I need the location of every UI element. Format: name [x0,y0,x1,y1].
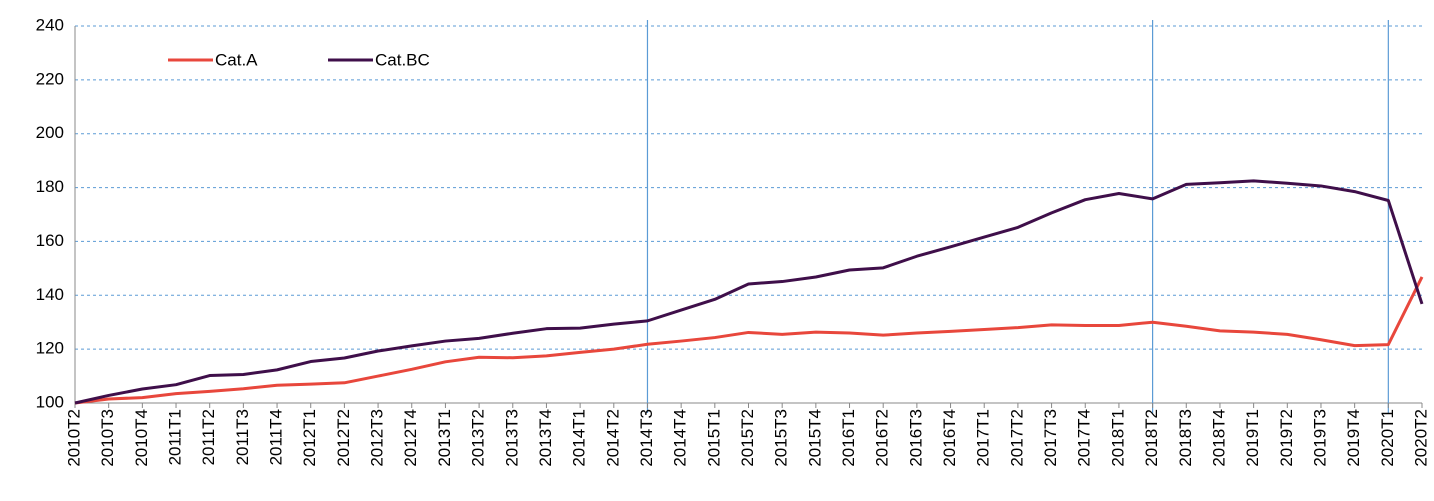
x-tick-label: 2019T3 [1310,409,1329,467]
x-tick-label: 2018T2 [1142,409,1161,467]
x-tick-label: 2011T2 [199,409,218,465]
x-tick-label: 2020T1 [1378,409,1397,467]
x-tick-label: 2015T1 [704,409,723,467]
x-tick-label: 2019T1 [1243,409,1262,467]
x-tick-label: 2018T1 [1108,409,1127,467]
x-tick-label: 2012T1 [300,409,319,467]
x-tick-label: 2013T3 [502,409,521,467]
x-tick-label: 2017T2 [1007,409,1026,467]
legend-label: Cat.A [215,50,258,69]
x-tick-label: 2010T3 [98,409,117,467]
y-tick-label: 160 [36,231,64,250]
x-tick-label: 2014T4 [671,409,690,467]
y-tick-label: 200 [36,123,64,142]
x-tick-label: 2011T4 [267,409,286,465]
x-tick-label: 2016T1 [839,409,858,467]
x-tick-label: 2011T3 [233,409,252,465]
x-tick-label: 2016T2 [873,409,892,467]
x-tick-label: 2019T4 [1344,409,1363,467]
x-tick-label: 2015T4 [805,409,824,467]
legend-label: Cat.BC [375,50,430,69]
x-tick-label: 2012T3 [368,409,387,467]
x-tick-label: 2013T1 [435,409,454,467]
y-tick-label: 220 [36,69,64,88]
x-tick-label: 2012T2 [334,409,353,467]
y-tick-label: 240 [36,15,64,34]
x-tick-label: 2013T4 [536,409,555,467]
x-tick-label: 2010T4 [132,409,151,467]
x-tick-label: 2017T4 [1075,409,1094,467]
x-tick-label: 2010T2 [64,409,83,467]
x-tick-label: 2019T2 [1277,409,1296,467]
x-tick-label: 2018T3 [1176,409,1195,467]
x-tick-label: 2017T3 [1041,409,1060,467]
x-tick-label: 2018T4 [1209,409,1228,467]
x-tick-label: 2013T2 [469,409,488,467]
x-tick-label: 2012T4 [401,409,420,467]
x-tick-label: 2014T2 [603,409,622,467]
y-tick-label: 140 [36,285,64,304]
x-tick-label: 2017T1 [974,409,993,467]
x-tick-label: 2014T1 [570,409,589,467]
series-line [74,276,1424,405]
x-tick-label: 2015T2 [738,409,757,467]
x-tick-label: 2015T3 [772,409,791,467]
y-tick-label: 100 [36,392,64,411]
series-line [74,179,1424,405]
x-tick-label: 2020T2 [1411,409,1430,467]
y-tick-label: 120 [36,339,64,358]
x-tick-label: 2016T3 [906,409,925,467]
y-tick-label: 180 [36,177,64,196]
x-tick-label: 2016T4 [940,409,959,467]
x-tick-label: 2011T1 [166,409,185,465]
x-tick-label: 2014T3 [637,409,656,467]
